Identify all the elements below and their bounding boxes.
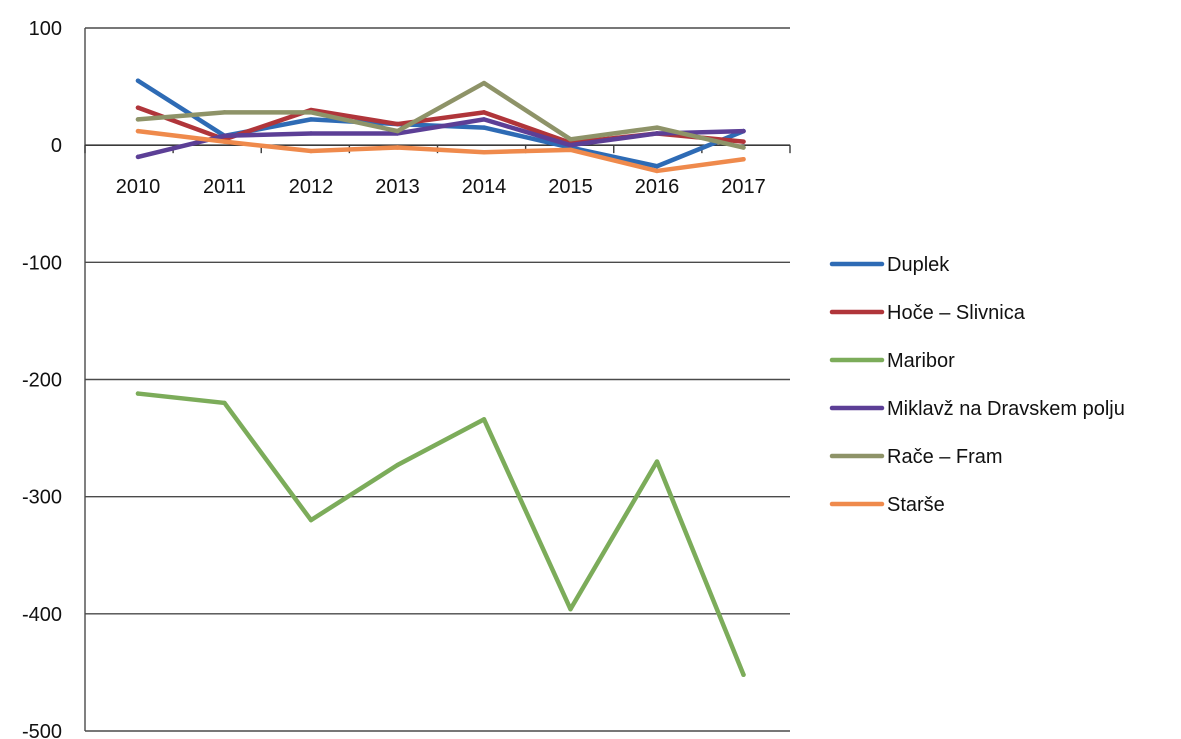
data-point	[135, 105, 141, 110]
data-point	[741, 139, 746, 144]
y-tick-label: -200	[22, 370, 62, 392]
legend-label: Starše	[887, 494, 945, 516]
data-point	[395, 128, 400, 134]
legend-label: Duplek	[887, 254, 950, 276]
data-point	[135, 128, 141, 134]
data-point	[741, 128, 746, 134]
data-point	[308, 110, 314, 115]
y-tick-labels: 100 0 -100 -200 -300 -400 -500	[22, 18, 62, 739]
data-point	[222, 110, 227, 115]
legend-label: Maribor	[887, 350, 955, 372]
legend-item: Rače – Fram	[829, 446, 1003, 468]
y-tick-label: 100	[29, 18, 62, 40]
x-tick-label: 2011	[203, 176, 246, 198]
data-point	[481, 80, 487, 86]
data-point	[222, 133, 227, 138]
x-tick-label: 2013	[375, 176, 420, 198]
data-point	[308, 131, 314, 136]
data-point	[741, 157, 746, 162]
data-point	[481, 149, 487, 155]
data-point	[481, 117, 487, 122]
series-lines	[135, 78, 746, 678]
legend: Duplek Hoče – Slivnica Maribor Miklavž na D…	[829, 254, 1125, 516]
y-tick-label: 0	[51, 135, 62, 157]
data-point	[135, 391, 141, 396]
legend-item: Starše	[829, 494, 945, 516]
data-point	[395, 145, 400, 150]
legend-item: Maribor	[829, 350, 955, 372]
data-point	[654, 131, 660, 136]
data-point	[741, 672, 746, 677]
data-point	[222, 400, 227, 406]
x-tick-label: 2012	[289, 176, 334, 198]
data-point	[135, 154, 141, 160]
data-point	[135, 78, 141, 83]
x-tick-label: 2010	[116, 176, 161, 198]
data-point	[481, 125, 487, 130]
legend-label: Hoče – Slivnica	[887, 302, 1026, 324]
series-line-0	[135, 78, 746, 169]
data-point	[308, 117, 314, 122]
data-point	[568, 142, 573, 148]
data-point	[654, 168, 660, 174]
series-line-4	[135, 80, 746, 150]
x-tick-label: 2014	[462, 176, 507, 198]
data-point	[135, 117, 141, 122]
legend-item: Duplek	[829, 254, 950, 276]
y-tick-label: -300	[22, 487, 62, 509]
data-point	[481, 417, 487, 422]
data-point	[308, 517, 314, 523]
legend-item: Hoče – Slivnica	[829, 302, 1026, 324]
y-tick-label: -100	[22, 252, 62, 274]
series-line-5	[135, 128, 746, 174]
data-point	[568, 147, 573, 153]
gridlines	[85, 27, 790, 732]
data-point	[654, 459, 660, 464]
data-point	[222, 139, 227, 144]
series-line-3	[135, 117, 746, 160]
data-point	[481, 110, 487, 115]
series-line-2	[135, 391, 746, 678]
y-tick-label: -400	[22, 604, 62, 626]
data-point	[568, 137, 573, 142]
data-point	[395, 462, 400, 468]
x-tick-label: 2017	[721, 176, 766, 198]
data-point	[654, 164, 660, 169]
y-tick-label: -500	[22, 721, 62, 739]
data-point	[308, 148, 314, 154]
legend-label: Miklavž na Dravskem polju	[887, 398, 1125, 420]
x-tick-labels: 2010 2011 2012 2013 2014 2015 2016 2017	[116, 176, 766, 198]
legend-label: Rače – Fram	[887, 446, 1003, 468]
x-tick-label: 2015	[548, 176, 593, 198]
data-point	[741, 145, 746, 150]
legend-item: Miklavž na Dravskem polju	[829, 398, 1125, 420]
x-tick-label: 2016	[635, 176, 680, 198]
data-point	[395, 121, 400, 127]
data-point	[568, 606, 573, 612]
data-point	[654, 125, 660, 130]
